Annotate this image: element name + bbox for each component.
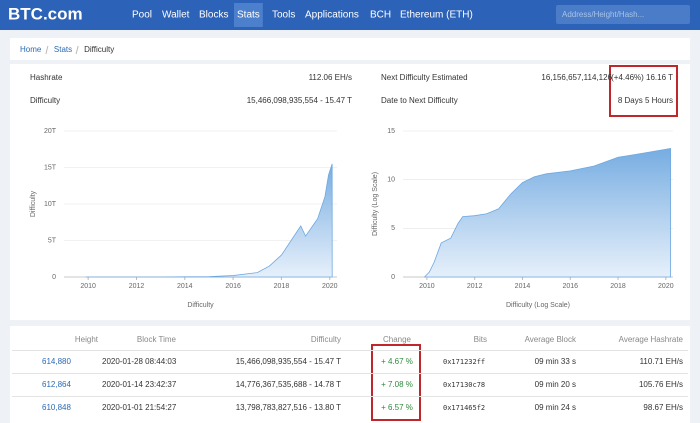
table-cell: 110.71 EH/s xyxy=(640,357,683,366)
breadcrumb-item: Difficulty xyxy=(84,45,114,54)
table-cell: + 4.67 % xyxy=(381,357,413,366)
table-cell: 2020-01-01 21:54:27 xyxy=(102,403,177,412)
table-cell: 2020-01-14 23:42:37 xyxy=(102,380,177,389)
x-tick-label: 2018 xyxy=(274,283,290,290)
table-cell[interactable]: 612,864 xyxy=(42,380,71,389)
table-cell: 2020-01-28 08:44:03 xyxy=(102,357,177,366)
x-axis-title: Difficulty xyxy=(187,302,214,309)
x-tick-label: 2010 xyxy=(80,283,96,290)
y-tick-label: 5 xyxy=(391,225,395,232)
table-cell: 0x17130c78 xyxy=(443,381,485,389)
table-cell: 09 min 24 s xyxy=(535,403,576,412)
search-placeholder[interactable]: Address/Height/Hash... xyxy=(562,10,644,19)
nav-link[interactable]: Applications xyxy=(305,10,359,21)
table-cell: 15,466,098,935,554 - 15.47 T xyxy=(236,357,341,366)
search-box[interactable] xyxy=(556,5,690,24)
nav-link[interactable]: Pool xyxy=(132,10,152,21)
separator xyxy=(75,45,79,55)
table-card xyxy=(10,326,690,423)
nav-link[interactable]: Stats xyxy=(237,10,260,21)
logo[interactable]: BTC.com xyxy=(8,4,83,23)
table-cell[interactable]: 610,848 xyxy=(42,403,71,412)
x-tick-label: 2018 xyxy=(610,283,626,290)
nav-link[interactable]: Wallet xyxy=(162,10,190,21)
column-header: Average Block xyxy=(525,335,577,344)
x-axis-title: Difficulty (Log Scale) xyxy=(506,302,570,309)
value: 15,466,098,935,554 - 15.47 T xyxy=(247,96,352,105)
nav-link[interactable]: BCH xyxy=(370,10,391,21)
table-cell: 98.67 EH/s xyxy=(643,403,683,412)
table-cell: 13,798,783,827,516 - 13.80 T xyxy=(236,403,341,412)
column-header: Difficulty xyxy=(311,335,341,344)
table-cell[interactable]: 614,880 xyxy=(42,357,71,366)
y-tick-label: 10T xyxy=(44,201,57,208)
value: 8 Days 5 Hours xyxy=(618,96,673,105)
y-tick-label: 0 xyxy=(391,274,395,281)
column-header: Average Hashrate xyxy=(619,335,684,344)
table-cell: + 6.57 % xyxy=(381,403,413,412)
breadcrumb-bar xyxy=(10,38,690,60)
nav-link[interactable]: Ethereum (ETH) xyxy=(400,10,473,21)
x-tick-label: 2014 xyxy=(177,283,193,290)
x-tick-label: 2012 xyxy=(467,283,483,290)
table-cell: 09 min 20 s xyxy=(535,380,576,389)
table-cell: 09 min 33 s xyxy=(535,357,576,366)
table-cell: 14,776,367,535,688 - 14.78 T xyxy=(236,380,341,389)
nav-active xyxy=(234,3,263,27)
label: Date to Next Difficulty xyxy=(381,96,458,105)
y-tick-label: 0 xyxy=(52,274,56,281)
breadcrumb-item[interactable]: Home xyxy=(20,45,42,54)
column-header: Bits xyxy=(474,335,487,344)
table-cell: 105.76 EH/s xyxy=(639,380,683,389)
nav-link[interactable]: Blocks xyxy=(199,10,228,21)
x-tick-label: 2016 xyxy=(225,283,241,290)
nav-link[interactable]: Tools xyxy=(272,10,295,21)
highlight-box xyxy=(371,344,421,421)
y-tick-label: 20T xyxy=(44,128,57,135)
y-tick-label: 5T xyxy=(48,237,57,244)
label: Next Difficulty Estimated xyxy=(381,73,468,82)
x-tick-label: 2020 xyxy=(658,283,674,290)
area xyxy=(85,163,333,278)
x-tick-label: 2014 xyxy=(515,283,531,290)
value: (+4.46%) 16.16 T xyxy=(611,73,673,82)
table-cell: + 7.08 % xyxy=(381,380,413,389)
x-tick-label: 2016 xyxy=(562,283,578,290)
area xyxy=(423,148,672,278)
value: 112.06 EH/s xyxy=(309,73,352,82)
column-header: Change xyxy=(383,335,412,344)
column-header: Block Time xyxy=(137,335,177,344)
separator xyxy=(45,45,49,55)
y-axis-title: Difficulty (Log Scale) xyxy=(372,172,379,236)
column-header: Height xyxy=(75,335,99,344)
value: 16,156,657,114,126 xyxy=(541,73,612,82)
y-axis-title: Difficulty xyxy=(30,190,37,217)
highlight-box xyxy=(609,65,678,117)
x-tick-label: 2020 xyxy=(322,283,338,290)
y-tick-label: 15T xyxy=(44,164,57,171)
breadcrumb-item[interactable]: Stats xyxy=(54,45,72,54)
y-tick-label: 10 xyxy=(387,177,395,184)
label: Difficulty xyxy=(30,96,60,105)
table-cell: 0x171465f2 xyxy=(443,404,485,412)
x-tick-label: 2012 xyxy=(129,283,145,290)
x-tick-label: 2010 xyxy=(419,283,435,290)
label: Hashrate xyxy=(30,73,63,82)
y-tick-label: 15 xyxy=(387,128,395,135)
table-cell: 0x171232ff xyxy=(443,358,485,366)
